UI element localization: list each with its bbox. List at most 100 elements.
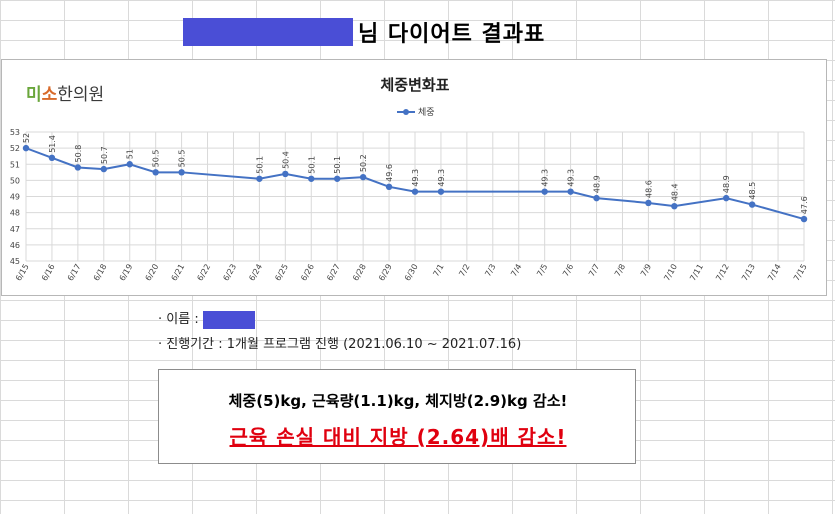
data-label: 48.9 <box>722 175 731 193</box>
y-tick-label: 52 <box>10 144 20 153</box>
x-tick-label: 7/8 <box>613 263 627 279</box>
data-label: 49.3 <box>437 169 446 187</box>
y-tick-label: 48 <box>10 209 20 218</box>
x-tick-label: 6/20 <box>144 263 161 283</box>
y-tick-label: 46 <box>10 241 20 250</box>
data-point <box>723 194 730 202</box>
data-point <box>152 169 159 176</box>
chart-container[interactable]: 미소한의원 체중변화표 체중 45 46 47 48 49 50 51 52 53 6/15 6/1… <box>1 59 827 296</box>
data-label: 50.1 <box>255 156 264 174</box>
x-tick-label: 6/18 <box>92 263 109 283</box>
data-label: 50.5 <box>152 150 161 168</box>
x-tick-label: 6/22 <box>195 263 212 283</box>
y-tick-label: 49 <box>10 193 20 202</box>
x-tick-label: 6/24 <box>247 263 264 283</box>
x-tick-label: 6/19 <box>118 263 135 283</box>
data-label: 50.8 <box>74 145 83 163</box>
x-tick-label: 7/1 <box>431 263 445 279</box>
logo-part-3: 한의원 <box>57 85 105 105</box>
summary-result-line: 체중(5)kg, 근육량(1.1)kg, 체지방(2.9)kg 감소! <box>228 392 568 410</box>
data-label: 51.4 <box>48 135 57 153</box>
x-tick-label: 6/27 <box>325 263 342 283</box>
data-label: 50.4 <box>281 151 290 169</box>
x-tick-label: 6/26 <box>299 263 316 283</box>
x-tick-label: 6/25 <box>273 263 290 283</box>
data-point <box>800 215 808 223</box>
page-title: 님 다이어트 결과표 <box>358 22 546 47</box>
data-label: 50.1 <box>307 156 316 174</box>
x-tick-label: 7/9 <box>639 263 653 279</box>
data-label: 50.5 <box>178 150 187 168</box>
x-tick-label: 6/21 <box>170 263 187 283</box>
x-tick-label: 7/13 <box>740 263 757 283</box>
x-tick-label: 6/16 <box>40 263 57 283</box>
data-label: 48.9 <box>593 175 602 193</box>
x-tick-label: 7/14 <box>766 263 783 283</box>
x-tick-label: 7/12 <box>714 263 731 283</box>
data-point <box>178 169 185 176</box>
x-tick-label: 6/30 <box>403 263 420 283</box>
x-tick-label: 7/10 <box>662 263 679 283</box>
data-point <box>334 175 341 182</box>
x-tick-label: 6/17 <box>66 263 83 283</box>
data-point <box>256 175 263 182</box>
redacted-name-block <box>183 18 353 46</box>
data-label: 50.7 <box>100 146 109 164</box>
y-tick-label: 51 <box>10 160 20 169</box>
x-tick-label: 7/3 <box>483 263 497 279</box>
data-point <box>541 188 548 195</box>
data-label: 49.3 <box>567 169 576 187</box>
data-label: 48.4 <box>670 183 679 201</box>
logo-part-1: 미 <box>26 85 42 105</box>
data-point <box>100 165 108 173</box>
data-point <box>359 173 367 181</box>
data-point <box>126 161 133 168</box>
data-point <box>671 202 678 210</box>
data-label: 47.6 <box>800 196 809 214</box>
data-label: 48.6 <box>644 180 653 198</box>
x-tick-label: 7/5 <box>535 263 549 279</box>
data-label: 49.6 <box>385 164 394 182</box>
info-period-row: · 진행기간 : 1개월 프로그램 진행 (2021.06.10 ~ 2021.… <box>158 337 522 352</box>
y-tick-label: 53 <box>10 128 20 137</box>
chart-legend: 체중 <box>397 105 435 118</box>
data-point <box>437 188 445 195</box>
data-point <box>593 194 600 202</box>
data-label: 49.3 <box>411 169 420 187</box>
redacted-name-field <box>202 310 255 329</box>
x-tick-label: 6/23 <box>221 263 238 283</box>
data-point <box>22 144 30 152</box>
data-point <box>567 188 574 195</box>
x-tick-label: 7/2 <box>457 263 471 279</box>
data-point <box>74 164 82 171</box>
y-tick-label: 47 <box>10 225 20 234</box>
x-tick-label: 7/11 <box>688 263 705 283</box>
logo-part-2: 소 <box>41 85 58 105</box>
data-point <box>645 199 652 207</box>
data-label: 51 <box>126 149 135 159</box>
data-point <box>385 183 393 191</box>
summary-highlight-line: 근육 손실 대비 지방 (2.64)배 감소! <box>229 425 567 449</box>
data-point <box>411 188 419 195</box>
x-tick-label: 7/6 <box>561 263 575 279</box>
y-tick-label: 50 <box>10 176 20 185</box>
x-tick-label: 6/29 <box>377 263 394 283</box>
x-tick-label: 6/28 <box>351 263 368 283</box>
info-name-row: · 이름 : <box>158 308 255 329</box>
chart-title: 체중변화표 <box>380 76 450 94</box>
data-label: 50.1 <box>333 156 342 174</box>
data-label: 52 <box>22 133 31 143</box>
x-tick-label: 7/4 <box>509 263 523 279</box>
legend-marker-icon <box>397 108 415 115</box>
x-tick-label: 7/15 <box>792 263 809 283</box>
data-label: 50.2 <box>359 154 368 172</box>
name-label: · 이름 : <box>158 312 199 327</box>
data-point <box>308 175 315 182</box>
data-point <box>48 154 56 161</box>
data-label: 49.3 <box>541 169 550 187</box>
title-row: 님 다이어트 결과표 <box>0 12 835 52</box>
summary-box: 체중(5)kg, 근육량(1.1)kg, 체지방(2.9)kg 감소! 근육 손… <box>158 369 636 464</box>
data-label: 48.5 <box>748 182 757 200</box>
data-point <box>282 170 289 178</box>
